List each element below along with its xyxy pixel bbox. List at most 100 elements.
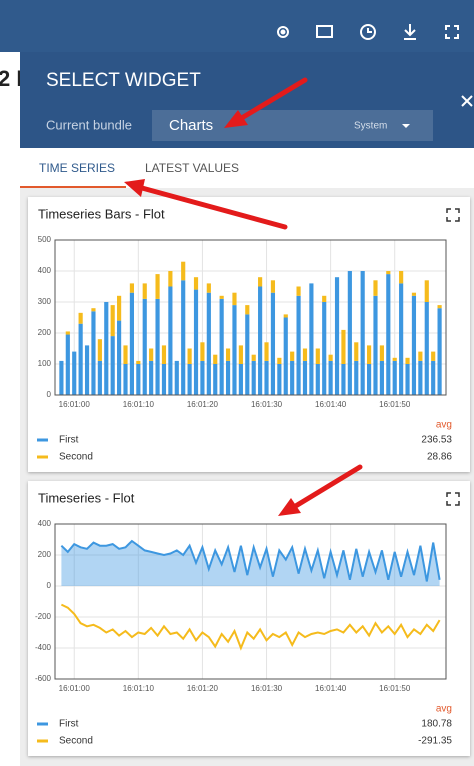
bar-segment — [104, 302, 109, 395]
bar-segment — [187, 348, 192, 364]
bundle-select[interactable] — [152, 110, 433, 141]
bar-segment — [238, 345, 243, 364]
bar-segment — [161, 345, 167, 364]
bar-segment — [219, 298, 224, 395]
bar-segment — [334, 277, 340, 395]
x-tick-label: 16:01:00 — [59, 684, 91, 693]
y-tick-label: -200 — [35, 612, 52, 621]
bar-segment — [277, 357, 282, 364]
bar-segment — [117, 295, 122, 321]
bar-segment — [161, 364, 167, 395]
tab[interactable]: LATEST VALUES — [145, 161, 239, 175]
bar-segment — [193, 277, 199, 290]
bar-segment — [187, 364, 192, 395]
bar-segment — [238, 364, 243, 395]
annotations — [124, 77, 363, 516]
bar-segment — [322, 295, 327, 302]
y-tick-label: 200 — [38, 328, 52, 337]
y-tick-label: 0 — [47, 581, 52, 590]
bar-segment — [296, 286, 301, 296]
bar-segment — [78, 323, 83, 395]
bar-segment — [123, 345, 128, 364]
line — [60, 603, 441, 651]
bar-segment — [91, 308, 96, 312]
bar-segment — [315, 364, 320, 395]
bar-segment — [418, 360, 423, 395]
left-fragment: 2 I — [0, 66, 22, 91]
bar-segment — [200, 360, 205, 395]
bar-segment — [91, 311, 96, 395]
bundle-scope: System — [354, 121, 387, 132]
widget-title: Timeseries Bars - Flot — [38, 206, 165, 221]
bar-segment — [373, 280, 378, 296]
y-tick-label: 400 — [38, 266, 52, 275]
bar-segment — [302, 360, 308, 395]
bar-segment — [142, 298, 147, 395]
bar-segment — [405, 364, 410, 395]
bar-segment — [123, 364, 128, 395]
x-tick-label: 16:01:10 — [123, 400, 155, 409]
left-strip — [0, 52, 20, 766]
bar-segment — [232, 305, 237, 395]
bar-segment — [431, 360, 436, 395]
bar-segment — [399, 283, 404, 395]
x-tick-label: 16:01:00 — [59, 400, 91, 409]
bundle-label: Current bundle — [46, 117, 132, 132]
y-tick-label: 500 — [38, 235, 52, 244]
bar-segment — [328, 360, 333, 395]
y-tick-label: 100 — [38, 359, 52, 368]
bar-segment — [258, 277, 263, 287]
bar-segment — [155, 274, 160, 299]
bar-segment — [418, 351, 423, 361]
settings-icon[interactable] — [277, 26, 289, 38]
fullscreen-icon[interactable] — [445, 25, 459, 39]
download-icon[interactable] — [404, 24, 416, 40]
expand-icon[interactable] — [446, 208, 460, 222]
bar-segment — [373, 295, 378, 395]
bar-segment — [270, 292, 276, 395]
expand-icon[interactable] — [446, 492, 460, 506]
bar-segment — [65, 331, 70, 335]
y-tick-label: 300 — [38, 297, 52, 306]
bar-segment — [290, 351, 295, 361]
bar-segment — [136, 364, 141, 395]
close-button[interactable] — [461, 95, 473, 107]
bar-segment — [65, 334, 70, 395]
bar-segment — [142, 283, 147, 299]
bar-segment — [366, 364, 372, 395]
top-bar — [0, 0, 474, 52]
bar-segment — [309, 283, 314, 395]
bar-segment — [399, 271, 404, 284]
bar-segment — [315, 348, 320, 364]
x-tick-label: 16:01:30 — [251, 684, 283, 693]
y-tick-label: 0 — [47, 390, 52, 399]
bar-segment — [251, 354, 256, 361]
x-tick-label: 16:01:40 — [315, 684, 347, 693]
legend-avg: -291.35 — [418, 736, 452, 747]
bar-segment — [322, 302, 327, 395]
x-tick-label: 16:01:50 — [379, 684, 411, 693]
bar-segment — [354, 342, 359, 361]
bar-segment — [245, 305, 250, 315]
y-tick-label: -600 — [35, 674, 52, 683]
legend-avg: 28.86 — [427, 452, 452, 463]
history-icon[interactable] — [360, 24, 376, 40]
bar-segment — [437, 305, 442, 309]
bar-segment — [97, 360, 102, 395]
legend-avg: 180.78 — [421, 719, 452, 730]
y-tick-label: -400 — [35, 643, 52, 652]
bar-segment — [245, 314, 250, 395]
bar-segment — [110, 336, 115, 395]
arrow-head — [124, 179, 145, 197]
x-tick-label: 16:01:10 — [123, 684, 155, 693]
devices-icon[interactable] — [316, 25, 333, 38]
bar-segment — [155, 298, 160, 395]
widget-card — [28, 481, 470, 756]
bar-segment — [437, 308, 442, 395]
bar-segment — [424, 302, 429, 395]
legend-name: Second — [59, 736, 93, 747]
bar-segment — [219, 295, 224, 299]
widget-title: Timeseries - Flot — [38, 490, 135, 505]
tab[interactable]: TIME SERIES — [39, 161, 115, 175]
